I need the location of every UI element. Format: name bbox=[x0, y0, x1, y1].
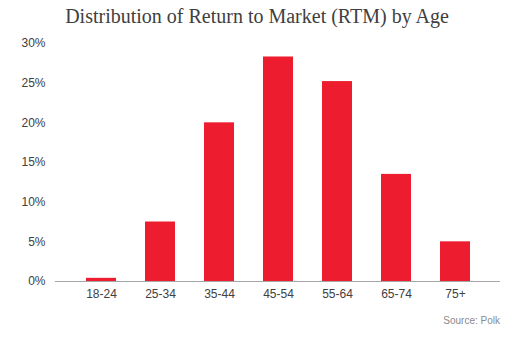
svg-text:20%: 20% bbox=[21, 116, 45, 130]
svg-text:15%: 15% bbox=[21, 155, 45, 169]
html-text:Source: Polk: Source: Polk bbox=[443, 315, 500, 326]
svg-text:35-44: 35-44 bbox=[204, 287, 235, 301]
svg-text:10%: 10% bbox=[21, 195, 45, 209]
svg-text:18-24: 18-24 bbox=[86, 287, 117, 301]
html-text:Distribution of Return to Mark: Distribution of Return to Market (RTM) b… bbox=[65, 5, 449, 27]
svg-text:5%: 5% bbox=[28, 235, 46, 249]
svg-text:25%: 25% bbox=[21, 76, 45, 90]
svg-text:55-64: 55-64 bbox=[322, 287, 353, 301]
svg-text:75+: 75+ bbox=[445, 287, 465, 301]
svg-text:45-54: 45-54 bbox=[263, 287, 294, 301]
svg-text:25-34: 25-34 bbox=[145, 287, 176, 301]
svg-text:65-74: 65-74 bbox=[381, 287, 412, 301]
svg-text:30%: 30% bbox=[21, 38, 45, 50]
svg-text:0%: 0% bbox=[28, 274, 46, 288]
